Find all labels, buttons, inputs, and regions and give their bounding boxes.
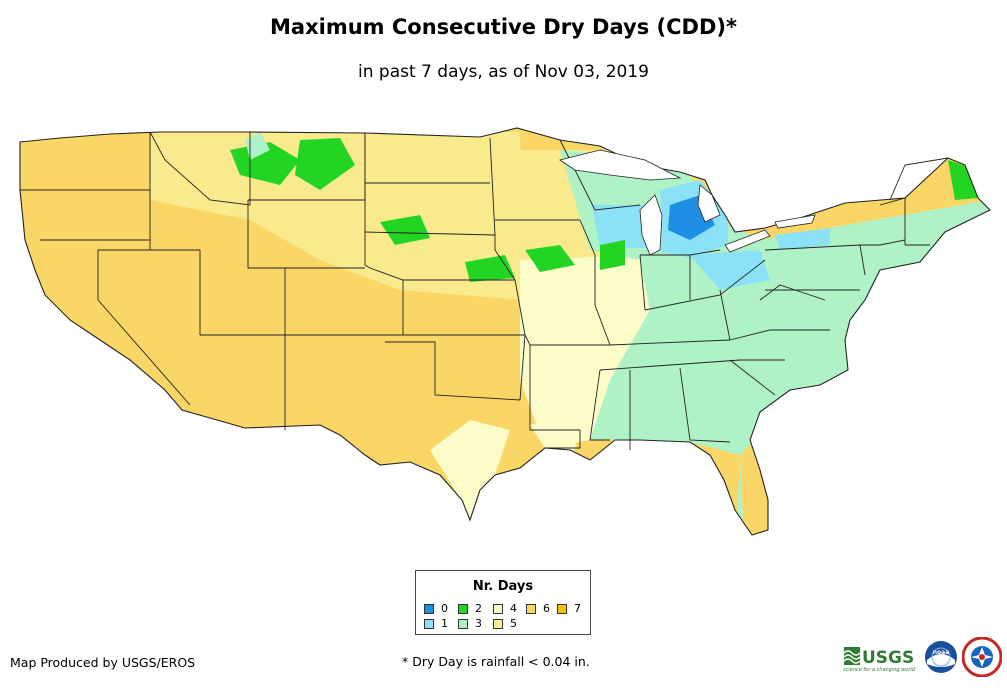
border-line	[729, 359, 776, 396]
usgs-tagline: science for a changing world	[843, 667, 915, 673]
us-cdd-map	[19, 127, 991, 536]
border-line	[689, 249, 721, 256]
border-line	[860, 239, 906, 246]
lake-ontario	[774, 214, 816, 229]
border-line	[609, 339, 731, 346]
border-line	[579, 219, 596, 256]
legend-swatch	[557, 604, 567, 614]
legend-swatch	[526, 604, 536, 614]
legend-label: 4	[510, 602, 517, 615]
legend-label: 2	[475, 602, 482, 615]
border-line	[489, 137, 496, 236]
legend-label: 6	[543, 602, 550, 615]
map-subtitle: in past 7 days, as of Nov 03, 2019	[358, 62, 649, 82]
legend-swatch	[424, 619, 434, 629]
legend-swatch	[458, 604, 468, 614]
legend-label: 3	[475, 617, 482, 630]
border-line	[639, 254, 646, 311]
lake-superior	[559, 149, 682, 181]
border-line	[644, 259, 766, 311]
state-borders	[20, 131, 949, 450]
border-line	[494, 235, 516, 281]
usgs-logo-text: USGS	[862, 648, 914, 668]
border-line	[889, 157, 949, 201]
border-line	[364, 133, 371, 269]
border-line	[369, 267, 515, 281]
border-line	[385, 341, 521, 401]
noaa-logo: noaa	[925, 641, 957, 673]
legend-swatch	[493, 619, 503, 629]
border-line	[719, 289, 731, 341]
noaa-logo-text: noaa	[933, 649, 950, 656]
legend: Nr. Days 0 1 2 3 4 5 6 7	[415, 570, 591, 635]
lake-erie	[724, 229, 771, 253]
border-line	[589, 369, 610, 441]
border-line	[519, 334, 526, 401]
lake-michigan	[639, 194, 663, 256]
border-line	[679, 367, 731, 443]
legend-swatch	[424, 604, 434, 614]
border-line	[729, 329, 830, 341]
border-line	[529, 345, 580, 431]
usgs-logo: USGS	[843, 647, 914, 668]
cdd-raster	[20, 128, 990, 535]
legend-label: 7	[574, 602, 581, 615]
border-line	[594, 255, 611, 346]
legend-label: 5	[510, 617, 517, 630]
legend-swatch	[458, 619, 468, 629]
border-line	[545, 430, 581, 449]
border-line	[247, 200, 285, 269]
nws-logo	[962, 637, 1002, 677]
border-line	[599, 359, 785, 371]
border-line	[200, 334, 286, 430]
border-line	[364, 231, 496, 236]
legend-label: 0	[441, 602, 448, 615]
legend-swatch	[493, 604, 503, 614]
legend-title: Nr. Days	[472, 579, 534, 594]
border-line	[149, 131, 251, 206]
map-title: Maximum Consecutive Dry Days (CDD)*	[270, 15, 737, 39]
map-credit: Map Produced by USGS/EROS	[10, 655, 196, 670]
lake-huron	[697, 184, 721, 223]
dry-day-footnote: * Dry Day is rainfall < 0.04 in.	[402, 654, 590, 669]
border-line	[759, 284, 826, 301]
legend-label: 1	[441, 617, 448, 630]
